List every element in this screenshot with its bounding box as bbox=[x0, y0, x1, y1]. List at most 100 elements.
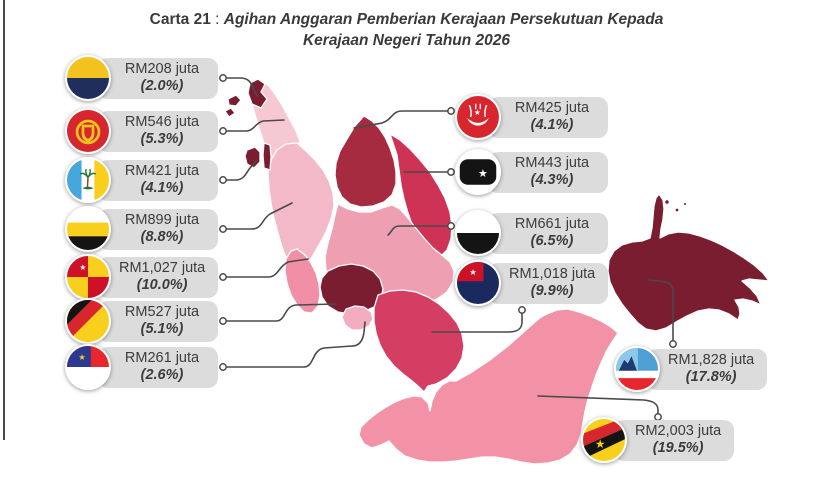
map-region-pulau-pinang bbox=[244, 142, 272, 171]
amount-label: RM1,018 juta bbox=[509, 265, 596, 282]
amount-label: RM208 juta bbox=[124, 60, 200, 77]
percent-label: (9.9%) bbox=[530, 282, 574, 299]
flag-pahang-icon bbox=[455, 210, 501, 256]
callout-pulau-pinang: RM421 juta (4.1%) bbox=[65, 156, 218, 204]
flag-terengganu-icon: ★ bbox=[455, 149, 501, 195]
callout-line-sarawak bbox=[537, 395, 659, 415]
flag-sabah-icon bbox=[614, 346, 660, 392]
amount-label: RM899 juta bbox=[124, 211, 200, 228]
percent-label: (10.0%) bbox=[136, 276, 188, 293]
map-island-sabah-2 bbox=[674, 207, 680, 213]
value-pill: RM261 juta (2.6%) bbox=[98, 346, 218, 388]
map-region-kelantan bbox=[334, 115, 397, 208]
chart-title: Carta 21 : Agihan Anggaran Pemberian Ker… bbox=[0, 9, 813, 51]
map-region-sabah bbox=[607, 193, 770, 332]
map-islands-langkawi bbox=[224, 94, 242, 118]
percent-label: (8.8%) bbox=[140, 228, 184, 245]
amount-label: RM425 juta bbox=[514, 99, 590, 116]
callout-dot-pahang bbox=[447, 222, 455, 230]
percent-label: (5.3%) bbox=[140, 130, 184, 147]
callout-johor: ★ RM1,018 juta (9.9%) bbox=[455, 259, 609, 307]
callout-line-kelantan bbox=[353, 110, 449, 129]
svg-text:★: ★ bbox=[469, 267, 476, 277]
callout-line-pahang bbox=[387, 225, 449, 236]
flag-negeri-sembilan-icon bbox=[65, 298, 111, 344]
callout-melaka: ★ RM261 juta (2.6%) bbox=[65, 343, 218, 391]
flag-selangor-icon: ★ bbox=[65, 254, 111, 300]
map-region-melaka bbox=[341, 305, 374, 331]
amount-label: RM661 juta bbox=[514, 215, 590, 232]
value-pill: RM1,828 juta (17.8%) bbox=[647, 348, 768, 390]
value-pill: RM2,003 juta (19.5%) bbox=[614, 419, 735, 461]
callout-line-johor bbox=[431, 310, 523, 333]
percent-label: (17.8%) bbox=[685, 368, 737, 385]
callout-line-pulau-pinang bbox=[225, 160, 257, 181]
svg-text:★: ★ bbox=[478, 167, 488, 180]
percent-label: (4.1%) bbox=[140, 179, 184, 196]
callout-negeri-sembilan: RM527 juta (5.1%) bbox=[65, 297, 218, 345]
callout-line-melaka bbox=[225, 321, 366, 368]
callout-dot-terengganu bbox=[447, 168, 455, 176]
callout-dot-sabah bbox=[669, 340, 677, 348]
value-pill: RM425 juta (4.1%) bbox=[488, 96, 608, 138]
callout-line-negeri-sembilan bbox=[225, 303, 337, 322]
amount-label: RM527 juta bbox=[124, 303, 200, 320]
title-line1: Agihan Anggaran Pemberian Kerajaan Perse… bbox=[223, 11, 664, 28]
percent-label: (5.1%) bbox=[140, 320, 184, 337]
callout-dot-negeri-sembilan bbox=[219, 317, 227, 325]
percent-label: (2.0%) bbox=[140, 77, 184, 94]
chart-number: Carta 21 bbox=[149, 11, 211, 28]
callout-line-perak bbox=[225, 202, 293, 230]
map-region-johor bbox=[373, 289, 465, 393]
amount-label: RM2,003 juta bbox=[635, 422, 722, 439]
percent-label: (2.6%) bbox=[140, 366, 184, 383]
flag-kelantan-icon: ★ bbox=[455, 94, 501, 140]
callout-sabah: RM1,828 juta (17.8%) bbox=[614, 345, 768, 393]
amount-label: RM261 juta bbox=[124, 349, 200, 366]
svg-text:★: ★ bbox=[78, 352, 85, 362]
callout-line-perlis bbox=[225, 77, 258, 97]
callout-dot-melaka bbox=[219, 363, 227, 371]
value-pill: RM1,027 juta (10.0%) bbox=[98, 256, 219, 298]
svg-text:★: ★ bbox=[79, 263, 86, 272]
callout-dot-perlis bbox=[219, 74, 227, 82]
map-region-selangor bbox=[284, 248, 321, 314]
svg-text:★: ★ bbox=[474, 108, 481, 117]
callout-dot-kedah bbox=[219, 127, 227, 135]
amount-label: RM546 juta bbox=[124, 113, 200, 130]
percent-label: (4.1%) bbox=[530, 116, 574, 133]
amount-label: RM1,027 juta bbox=[119, 259, 206, 276]
flag-kedah-icon bbox=[65, 108, 111, 154]
callout-kelantan: ★ RM425 juta (4.1%) bbox=[455, 93, 608, 141]
value-pill: RM527 juta (5.1%) bbox=[98, 300, 218, 342]
callout-line-kedah bbox=[225, 119, 285, 132]
callout-dot-kelantan bbox=[447, 107, 455, 115]
amount-label: RM421 juta bbox=[124, 162, 200, 179]
callout-perak: RM899 juta (8.8%) bbox=[65, 205, 218, 253]
flag-perlis-icon bbox=[65, 55, 111, 101]
callout-dot-johor bbox=[518, 306, 526, 314]
callout-terengganu: ★ RM443 juta (4.3%) bbox=[455, 148, 608, 196]
value-pill: RM208 juta (2.0%) bbox=[98, 57, 218, 99]
percent-label: (6.5%) bbox=[530, 232, 574, 249]
map-region-sarawak bbox=[358, 308, 619, 465]
title-line2: Kerajaan Negeri Tahun 2026 bbox=[302, 32, 511, 49]
title-separator: : bbox=[210, 11, 224, 28]
value-pill: RM421 juta (4.1%) bbox=[98, 159, 218, 201]
svg-text:★: ★ bbox=[595, 437, 606, 451]
callout-perlis: RM208 juta (2.0%) bbox=[65, 54, 218, 102]
map-island-sabah-3 bbox=[682, 201, 688, 207]
amount-label: RM1,828 juta bbox=[668, 351, 755, 368]
callout-dot-perak bbox=[219, 225, 227, 233]
percent-label: (19.5%) bbox=[652, 439, 704, 456]
flag-sarawak-icon: ★ bbox=[581, 417, 627, 463]
amount-label: RM443 juta bbox=[514, 154, 590, 171]
callout-dot-pulau-pinang bbox=[219, 176, 227, 184]
value-pill: RM546 juta (5.3%) bbox=[98, 110, 218, 152]
callout-line-sabah bbox=[647, 279, 674, 342]
callout-selangor: ★ RM1,027 juta (10.0%) bbox=[65, 253, 219, 301]
flag-melaka-icon: ★ bbox=[65, 344, 111, 390]
value-pill: RM661 juta (6.5%) bbox=[488, 212, 608, 254]
